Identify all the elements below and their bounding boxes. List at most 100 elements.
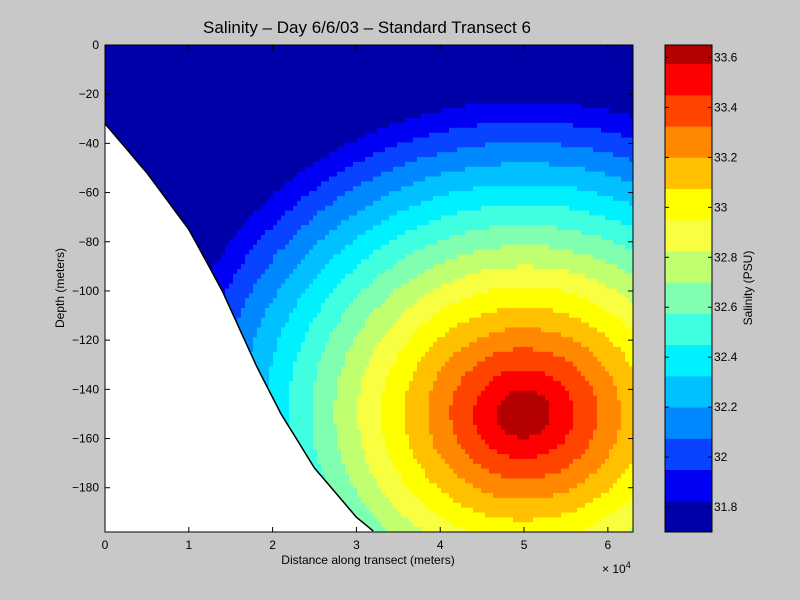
contour-cell xyxy=(265,69,270,75)
contour-cell xyxy=(281,127,286,134)
contour-cell xyxy=(105,69,110,75)
contour-cell xyxy=(265,98,270,105)
contour-cell xyxy=(273,346,278,353)
contour-cell xyxy=(109,88,114,95)
contour-cell xyxy=(265,371,270,377)
contour-cell xyxy=(181,54,186,61)
contour-cell xyxy=(293,264,298,270)
contour-cell xyxy=(229,244,234,251)
contour-cell xyxy=(269,122,274,129)
contour-cell xyxy=(233,186,238,192)
contour-cell xyxy=(257,225,262,231)
contour-cell xyxy=(273,234,278,241)
contour-cell xyxy=(149,166,154,173)
contour-cell xyxy=(245,152,250,158)
contour-cell xyxy=(249,317,254,324)
contour-cell xyxy=(237,113,242,119)
contour-cell xyxy=(237,191,242,197)
contour-cell xyxy=(297,264,302,270)
contour-cell xyxy=(261,157,266,163)
contour-cell xyxy=(229,88,234,95)
contour-cell xyxy=(165,113,170,119)
contour-cell xyxy=(121,118,126,124)
contour-cell xyxy=(289,220,294,226)
contour-cell xyxy=(177,127,182,134)
contour-cell xyxy=(301,400,306,406)
contour-cell xyxy=(213,98,218,105)
contour-cell xyxy=(157,69,162,75)
contour-cell xyxy=(249,322,254,329)
contour-cell xyxy=(297,322,302,329)
contour-cell xyxy=(169,54,174,61)
contour-cell xyxy=(133,69,138,75)
contour-cell xyxy=(165,166,170,173)
contour-cell xyxy=(193,49,198,56)
contour-cell xyxy=(249,88,254,95)
contour-cell xyxy=(193,161,198,168)
contour-cell xyxy=(153,54,158,61)
contour-cell xyxy=(241,166,246,173)
contour-cell xyxy=(261,181,266,187)
contour-cell xyxy=(233,147,238,153)
contour-cell xyxy=(205,88,210,95)
contour-cell xyxy=(269,69,274,75)
contour-cell xyxy=(289,234,294,241)
contour-cell xyxy=(281,400,286,406)
contour-cell xyxy=(237,307,242,314)
contour-cell xyxy=(281,293,286,299)
contour-cell xyxy=(301,298,306,304)
contour-cell xyxy=(253,264,258,270)
contour-cell xyxy=(297,45,302,51)
contour-cell xyxy=(209,259,214,265)
contour-cell xyxy=(269,220,274,226)
contour-cell xyxy=(201,210,206,217)
contour-cell xyxy=(233,45,238,51)
contour-cell xyxy=(169,59,174,66)
contour-cell xyxy=(249,79,254,85)
contour-cell xyxy=(293,234,298,241)
contour-cell xyxy=(213,171,218,178)
contour-cell xyxy=(285,254,290,260)
contour-cell xyxy=(109,108,114,114)
contour-cell xyxy=(281,366,286,372)
contour-cell xyxy=(137,137,142,143)
contour-cell xyxy=(161,45,166,51)
contour-cell xyxy=(257,259,262,265)
contour-cell xyxy=(225,293,230,299)
contour-cell xyxy=(245,157,250,163)
contour-cell xyxy=(213,113,218,119)
contour-cell xyxy=(249,327,254,333)
contour-cell xyxy=(281,239,286,246)
contour-cell xyxy=(249,210,254,217)
contour-cell xyxy=(249,142,254,148)
contour-cell xyxy=(285,244,290,251)
contour-cell xyxy=(233,103,238,109)
contour-cell xyxy=(225,181,230,187)
contour-cell xyxy=(273,191,278,197)
contour-cell xyxy=(193,122,198,129)
contour-cell xyxy=(205,210,210,217)
contour-cell xyxy=(189,127,194,134)
contour-cell xyxy=(217,45,222,51)
contour-cell xyxy=(229,191,234,197)
contour-cell xyxy=(149,64,154,70)
contour-cell xyxy=(281,273,286,280)
contour-cell xyxy=(273,327,278,333)
contour-cell xyxy=(189,59,194,66)
contour-cell xyxy=(241,161,246,168)
contour-cell xyxy=(301,220,306,226)
contour-cell xyxy=(189,147,194,153)
contour-cell xyxy=(209,195,214,202)
contour-cell xyxy=(157,171,162,178)
contour-cell xyxy=(241,254,246,260)
contour-cell xyxy=(189,69,194,75)
contour-cell xyxy=(217,157,222,163)
contour-cell xyxy=(233,278,238,285)
contour-cell xyxy=(293,395,298,402)
contour-cell xyxy=(153,118,158,124)
contour-cell xyxy=(237,239,242,246)
contour-cell xyxy=(289,415,294,421)
contour-cell xyxy=(301,191,306,197)
contour-cell xyxy=(233,113,238,119)
contour-cell xyxy=(249,45,254,51)
